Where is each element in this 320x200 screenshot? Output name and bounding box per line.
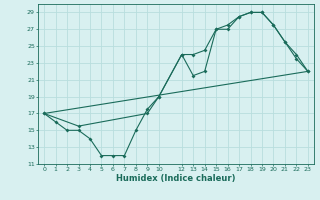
X-axis label: Humidex (Indice chaleur): Humidex (Indice chaleur) (116, 174, 236, 183)
